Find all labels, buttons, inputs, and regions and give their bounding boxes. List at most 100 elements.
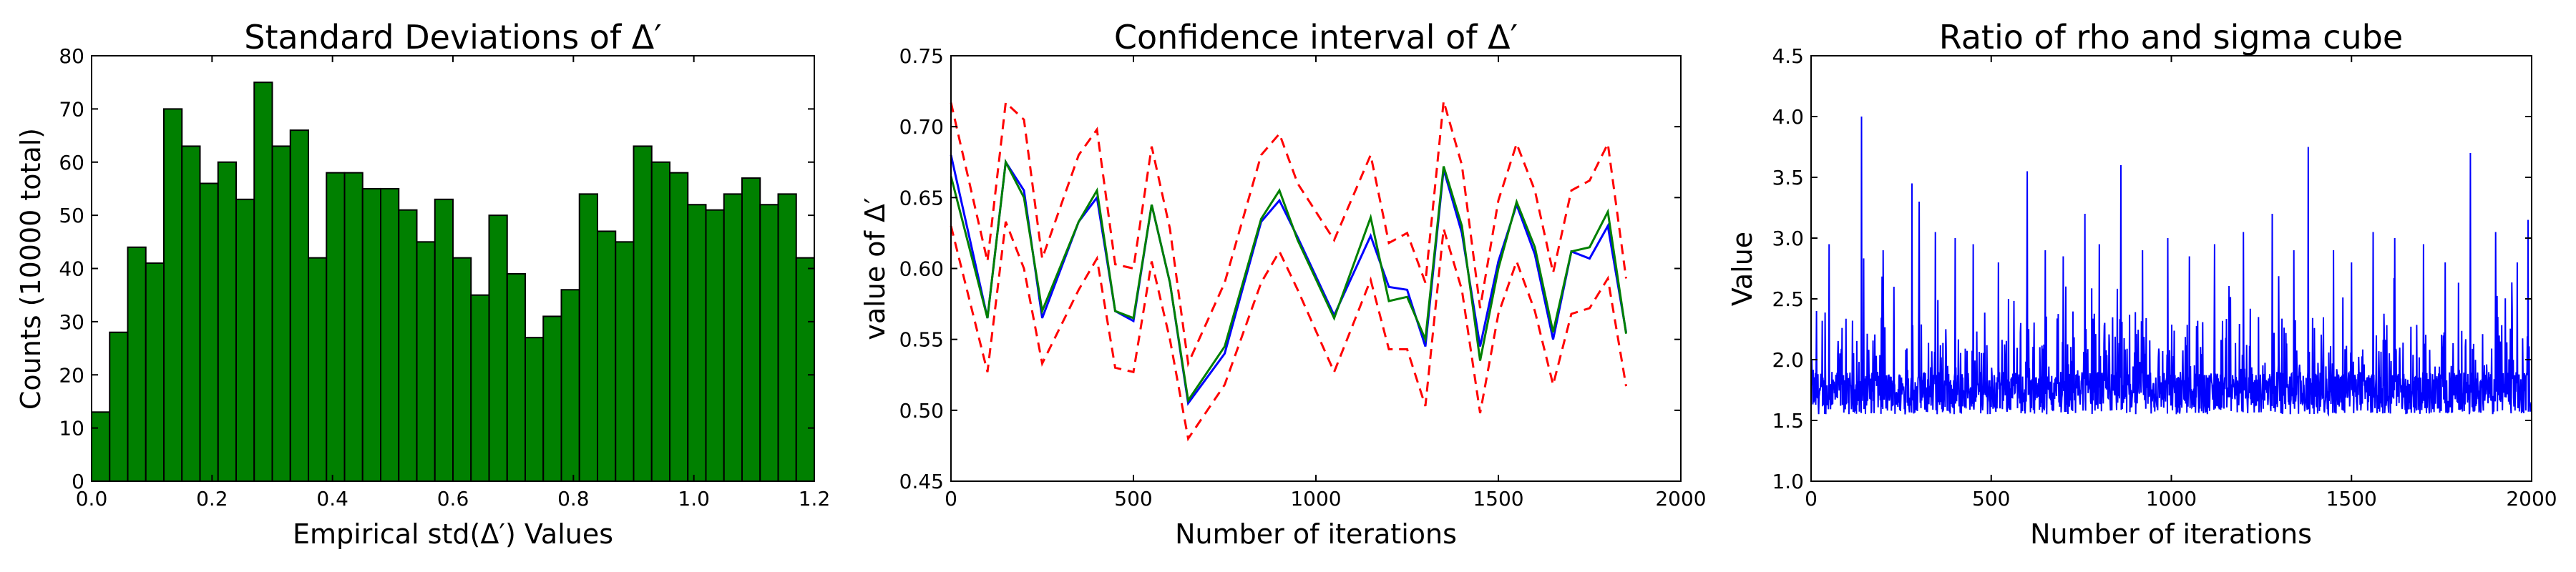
histogram-x-tick-label: 1.2 [799,487,831,511]
ratio-y-tick-label: 2.5 [1772,287,1804,311]
ratio-y-tick-label: 4.0 [1772,105,1804,129]
histogram-y-tick-label: 70 [59,97,84,121]
histogram-y-tick-label: 10 [59,417,84,440]
histogram-bar [633,145,653,482]
confidence-interval-x-tick-label: 1000 [1290,487,1341,511]
histogram-bar [91,411,111,482]
histogram-bar [361,187,381,482]
histogram-bar [615,241,635,482]
estimate-line-blue [950,154,1627,406]
confidence-interval-y-tick-label: 0.70 [899,115,944,139]
histogram-bar [542,315,562,482]
histogram-bar [416,241,436,482]
ratio-lines [1810,116,2532,417]
histogram-bar [326,172,346,482]
histogram-bar [650,161,670,482]
histogram-panel: Standard Deviations of Δ′ 0.0 0.2 0.4 0.6 0.… [15,18,830,550]
histogram-y-ticks: 0 10 20 30 40 50 60 70 80 [59,44,814,493]
histogram-bar [217,161,237,482]
histogram-x-ticks: 0.0 0.2 0.4 0.6 0.8 1.0 1.2 [76,56,831,511]
histogram-bar [289,129,309,482]
histogram-bar [145,262,165,482]
ratio-x-tick-label: 2000 [2506,487,2557,511]
confidence-interval-y-tick-label: 0.50 [899,399,944,423]
confidence-interval-x-tick-label: 0 [945,487,957,511]
histogram-bar [380,187,400,482]
histogram-bar [308,257,328,482]
histogram-bar [560,289,580,482]
histogram-bar [253,82,273,482]
confidence-interval-x-ticks: 0 500 1000 1500 2000 [945,56,1707,511]
histogram-bar [470,294,490,482]
histogram-x-tick-label: 0.0 [76,487,108,511]
confidence-interval-y-tick-label: 0.60 [899,257,944,281]
histogram-bar [741,177,761,482]
ratio-title: Ratio of rho and sigma cube [1939,18,2403,56]
histogram-bar [434,198,454,482]
lower-bound-dashed-line [950,221,1627,442]
histogram-bar [235,198,255,482]
histogram-bar [578,193,598,482]
histogram-bar [398,209,418,482]
confidence-interval-title: Confidence interval of Δ′ [1114,18,1518,56]
confidence-interval-x-tick-label: 1500 [1473,487,1523,511]
histogram-bar [795,257,815,482]
histogram-bar [181,145,201,482]
confidence-interval-y-tick-label: 0.55 [899,328,944,352]
histogram-bar [777,193,797,482]
ratio-x-ticks: 0 500 1000 1500 2000 [1805,56,2557,511]
ratio-y-ticks: 1.0 1.5 2.0 2.5 3.0 3.5 4.0 4.5 [1772,44,2532,493]
histogram-bar [597,230,617,482]
ratio-y-tick-label: 2.0 [1772,348,1804,372]
ratio-x-tick-label: 0 [1805,487,1818,511]
histogram-bar [199,182,219,482]
histogram-y-tick-label: 40 [59,257,84,281]
confidence-interval-y-tick-label: 0.65 [899,186,944,209]
histogram-y-tick-label: 30 [59,310,84,334]
histogram-title: Standard Deviations of Δ′ [244,18,661,56]
confidence-interval-x-tick-label: 500 [1114,487,1152,511]
histogram-y-tick-label: 0 [72,470,84,493]
confidence-interval-y-tick-label: 0.75 [899,44,944,68]
histogram-x-tick-label: 0.8 [557,487,590,511]
histogram-x-axis-label: Empirical std(Δ′) Values [293,518,613,550]
ratio-y-tick-label: 3.5 [1772,166,1804,189]
histogram-x-tick-label: 0.2 [196,487,228,511]
ratio-x-tick-label: 1000 [2146,487,2197,511]
histogram-y-tick-label: 20 [59,363,84,387]
histogram-bar [488,214,508,482]
ratio-y-tick-label: 1.0 [1772,470,1804,493]
ratio-x-tick-label: 1500 [2326,487,2377,511]
ratio-y-tick-label: 1.5 [1772,409,1804,433]
histogram-bar [271,145,291,482]
histogram-x-tick-label: 0.6 [437,487,469,511]
histogram-bar [723,193,743,482]
confidence-interval-y-tick-label: 0.45 [899,470,944,493]
histogram-y-tick-label: 80 [59,44,84,68]
histogram-x-tick-label: 1.0 [678,487,710,511]
histogram-bar [127,246,147,482]
histogram-bar [343,172,364,482]
histogram-y-axis-label: Counts (10000 total) [15,128,47,410]
histogram-y-tick-label: 60 [59,151,84,174]
ratio-x-tick-label: 500 [1972,487,2010,511]
histogram-bar [525,337,545,482]
histogram-y-tick-label: 50 [59,204,84,227]
histogram-bar [109,331,129,482]
ratio-panel: Ratio of rho and sigma cube 0 500 1000 1500… [1727,18,2557,550]
histogram-bars [91,82,815,482]
histogram-bar [452,257,472,482]
ratio-y-tick-label: 4.5 [1772,44,1804,68]
confidence-interval-x-axis-label: Number of iterations [1175,518,1457,550]
histogram-x-tick-label: 0.4 [316,487,348,511]
confidence-interval-y-axis-label: value of Δ′ [859,197,891,340]
histogram-bar [669,172,689,482]
ratio-series-line [1810,116,2532,417]
histogram-bar [687,204,707,482]
ratio-y-axis-label: Value [1727,232,1758,306]
confidence-interval-x-tick-label: 2000 [1655,487,1706,511]
histogram-bar [705,209,725,482]
ratio-x-axis-label: Number of iterations [2030,518,2312,550]
confidence-interval-panel: Confidence interval of Δ′ 0 500 1000 1500 20… [859,18,1707,550]
